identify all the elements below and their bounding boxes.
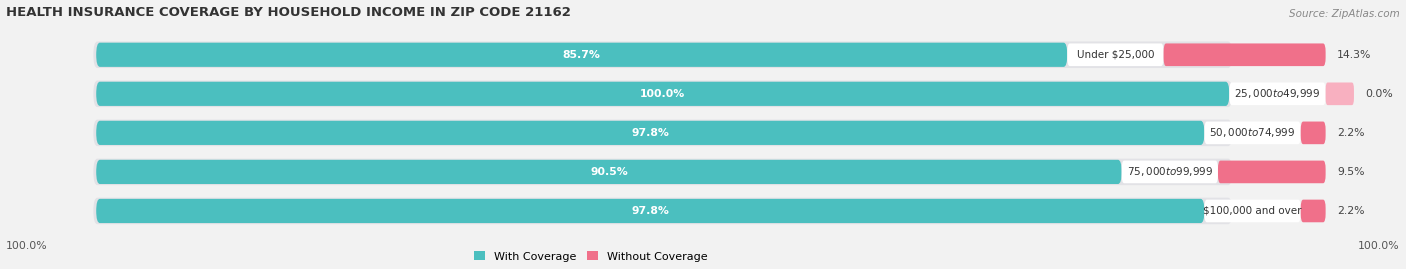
FancyBboxPatch shape <box>1122 161 1218 183</box>
FancyBboxPatch shape <box>93 159 1232 185</box>
FancyBboxPatch shape <box>1301 122 1326 144</box>
FancyBboxPatch shape <box>96 199 1205 223</box>
Text: $25,000 to $49,999: $25,000 to $49,999 <box>1234 87 1320 100</box>
Text: 14.3%: 14.3% <box>1337 50 1371 60</box>
Legend: With Coverage, Without Coverage: With Coverage, Without Coverage <box>470 247 713 266</box>
Text: HEALTH INSURANCE COVERAGE BY HOUSEHOLD INCOME IN ZIP CODE 21162: HEALTH INSURANCE COVERAGE BY HOUSEHOLD I… <box>6 6 571 19</box>
Text: $100,000 and over: $100,000 and over <box>1204 206 1302 216</box>
Text: $75,000 to $99,999: $75,000 to $99,999 <box>1126 165 1213 178</box>
Text: 85.7%: 85.7% <box>562 50 600 60</box>
FancyBboxPatch shape <box>93 120 1232 146</box>
FancyBboxPatch shape <box>1301 200 1326 222</box>
FancyBboxPatch shape <box>1229 83 1326 105</box>
Text: 100.0%: 100.0% <box>6 241 48 252</box>
Text: Source: ZipAtlas.com: Source: ZipAtlas.com <box>1288 9 1399 19</box>
FancyBboxPatch shape <box>1205 200 1301 222</box>
FancyBboxPatch shape <box>1326 83 1354 105</box>
Text: 97.8%: 97.8% <box>631 206 669 216</box>
FancyBboxPatch shape <box>1218 161 1326 183</box>
FancyBboxPatch shape <box>1164 44 1326 66</box>
FancyBboxPatch shape <box>1205 122 1301 144</box>
Text: 90.5%: 90.5% <box>591 167 628 177</box>
FancyBboxPatch shape <box>93 198 1232 224</box>
Text: Under $25,000: Under $25,000 <box>1077 50 1154 60</box>
Text: 9.5%: 9.5% <box>1337 167 1364 177</box>
Text: 97.8%: 97.8% <box>631 128 669 138</box>
Text: $50,000 to $74,999: $50,000 to $74,999 <box>1209 126 1296 139</box>
FancyBboxPatch shape <box>93 80 1232 107</box>
Text: 2.2%: 2.2% <box>1337 128 1364 138</box>
FancyBboxPatch shape <box>93 41 1232 68</box>
Text: 100.0%: 100.0% <box>1358 241 1399 252</box>
Text: 2.2%: 2.2% <box>1337 206 1364 216</box>
Text: 100.0%: 100.0% <box>640 89 685 99</box>
Text: 0.0%: 0.0% <box>1365 89 1393 99</box>
FancyBboxPatch shape <box>96 160 1122 184</box>
FancyBboxPatch shape <box>96 121 1205 145</box>
FancyBboxPatch shape <box>1067 44 1164 66</box>
FancyBboxPatch shape <box>96 43 1067 67</box>
FancyBboxPatch shape <box>96 82 1229 106</box>
